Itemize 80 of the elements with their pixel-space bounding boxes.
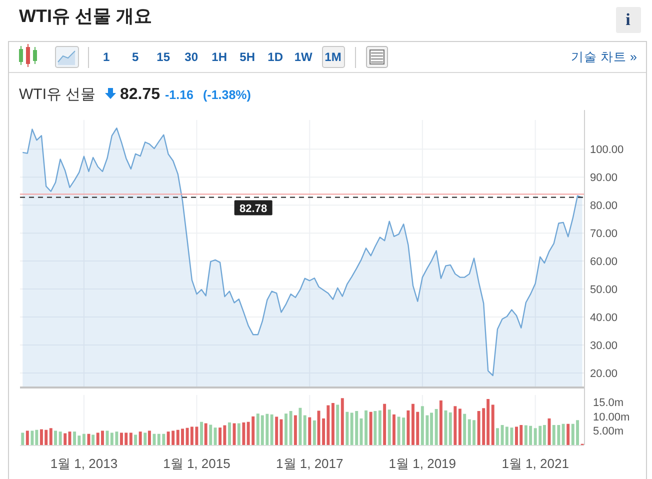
x-tick-label: 1월 1, 2019	[388, 456, 456, 471]
y-tick-label: 100.00	[590, 144, 624, 156]
bar	[562, 424, 565, 445]
bar	[129, 432, 132, 445]
bar	[336, 404, 340, 445]
bar	[566, 424, 570, 445]
bar	[364, 410, 368, 445]
bar	[378, 410, 382, 445]
bar	[496, 428, 499, 445]
y-tick-label: 80.00	[590, 200, 618, 212]
bar	[49, 428, 52, 445]
bar	[138, 432, 142, 445]
bar	[26, 430, 29, 445]
bar	[204, 423, 208, 445]
bar	[383, 404, 386, 445]
bar	[458, 408, 462, 445]
bar	[148, 430, 151, 445]
bar	[30, 430, 34, 445]
y-tick-label: 70.00	[590, 228, 618, 240]
bar	[21, 432, 24, 445]
bar	[439, 400, 442, 445]
bar	[542, 425, 546, 445]
y-tick-label: 5.00m	[593, 426, 624, 438]
bar	[392, 414, 396, 445]
bar	[491, 404, 494, 445]
bar	[58, 432, 62, 445]
bar	[346, 412, 349, 445]
bar	[73, 432, 76, 445]
bar	[454, 406, 457, 445]
x-tick-label: 1월 1, 2021	[502, 456, 569, 471]
bar	[406, 410, 410, 445]
bar	[209, 424, 212, 445]
bar	[228, 422, 231, 445]
y-tick-label: 15.0m	[593, 397, 624, 410]
text: 기술 차트 »	[571, 50, 638, 64]
bar	[200, 422, 203, 445]
bar	[308, 417, 312, 445]
text: -1.16	[165, 88, 194, 102]
bar	[82, 434, 86, 445]
y-tick-label: 30.00	[590, 340, 618, 352]
bar	[331, 403, 334, 445]
y-tick-label: 60.00	[590, 256, 618, 268]
bar	[448, 412, 452, 445]
bar	[463, 414, 466, 445]
bar	[92, 434, 95, 445]
x-tick-label: 1월 1, 2017	[276, 456, 344, 471]
y-tick-label: 90.00	[590, 172, 618, 184]
bar	[218, 428, 222, 445]
text: (-1.38%)	[203, 88, 251, 102]
y-tick-label: 50.00	[590, 284, 618, 296]
text: 1 5 15 30 1H 5H 1D 1W 1M	[102, 50, 342, 64]
bar	[134, 434, 138, 445]
bar	[434, 409, 438, 445]
bar	[294, 415, 297, 445]
x-tick-label: 1월 1, 2013	[50, 456, 118, 471]
ref-line-label: 82.78	[240, 202, 268, 215]
bar	[242, 422, 246, 445]
bar	[303, 415, 306, 445]
chart-subtitle: WTI유 선물	[19, 86, 96, 103]
text: 82.75	[120, 86, 160, 103]
chart-title: WTI유 선물 개요	[19, 6, 152, 26]
bar	[275, 416, 278, 445]
bar	[369, 412, 372, 445]
bar	[340, 398, 344, 445]
bar	[64, 433, 67, 445]
y-tick-label: 20.00	[590, 368, 618, 380]
y-tick-label: 40.00	[590, 312, 618, 324]
x-tick-label: 1월 1, 2015	[163, 456, 230, 471]
y-tick-label: 10.00m	[593, 411, 630, 424]
bar	[54, 430, 58, 445]
bar	[284, 414, 288, 445]
bar	[298, 408, 302, 445]
bar	[270, 414, 274, 445]
bar	[388, 410, 391, 445]
bar	[144, 432, 147, 445]
text: i	[626, 10, 631, 29]
bar	[312, 420, 316, 445]
bar	[289, 411, 292, 445]
bar	[237, 423, 240, 445]
bar	[374, 411, 377, 445]
